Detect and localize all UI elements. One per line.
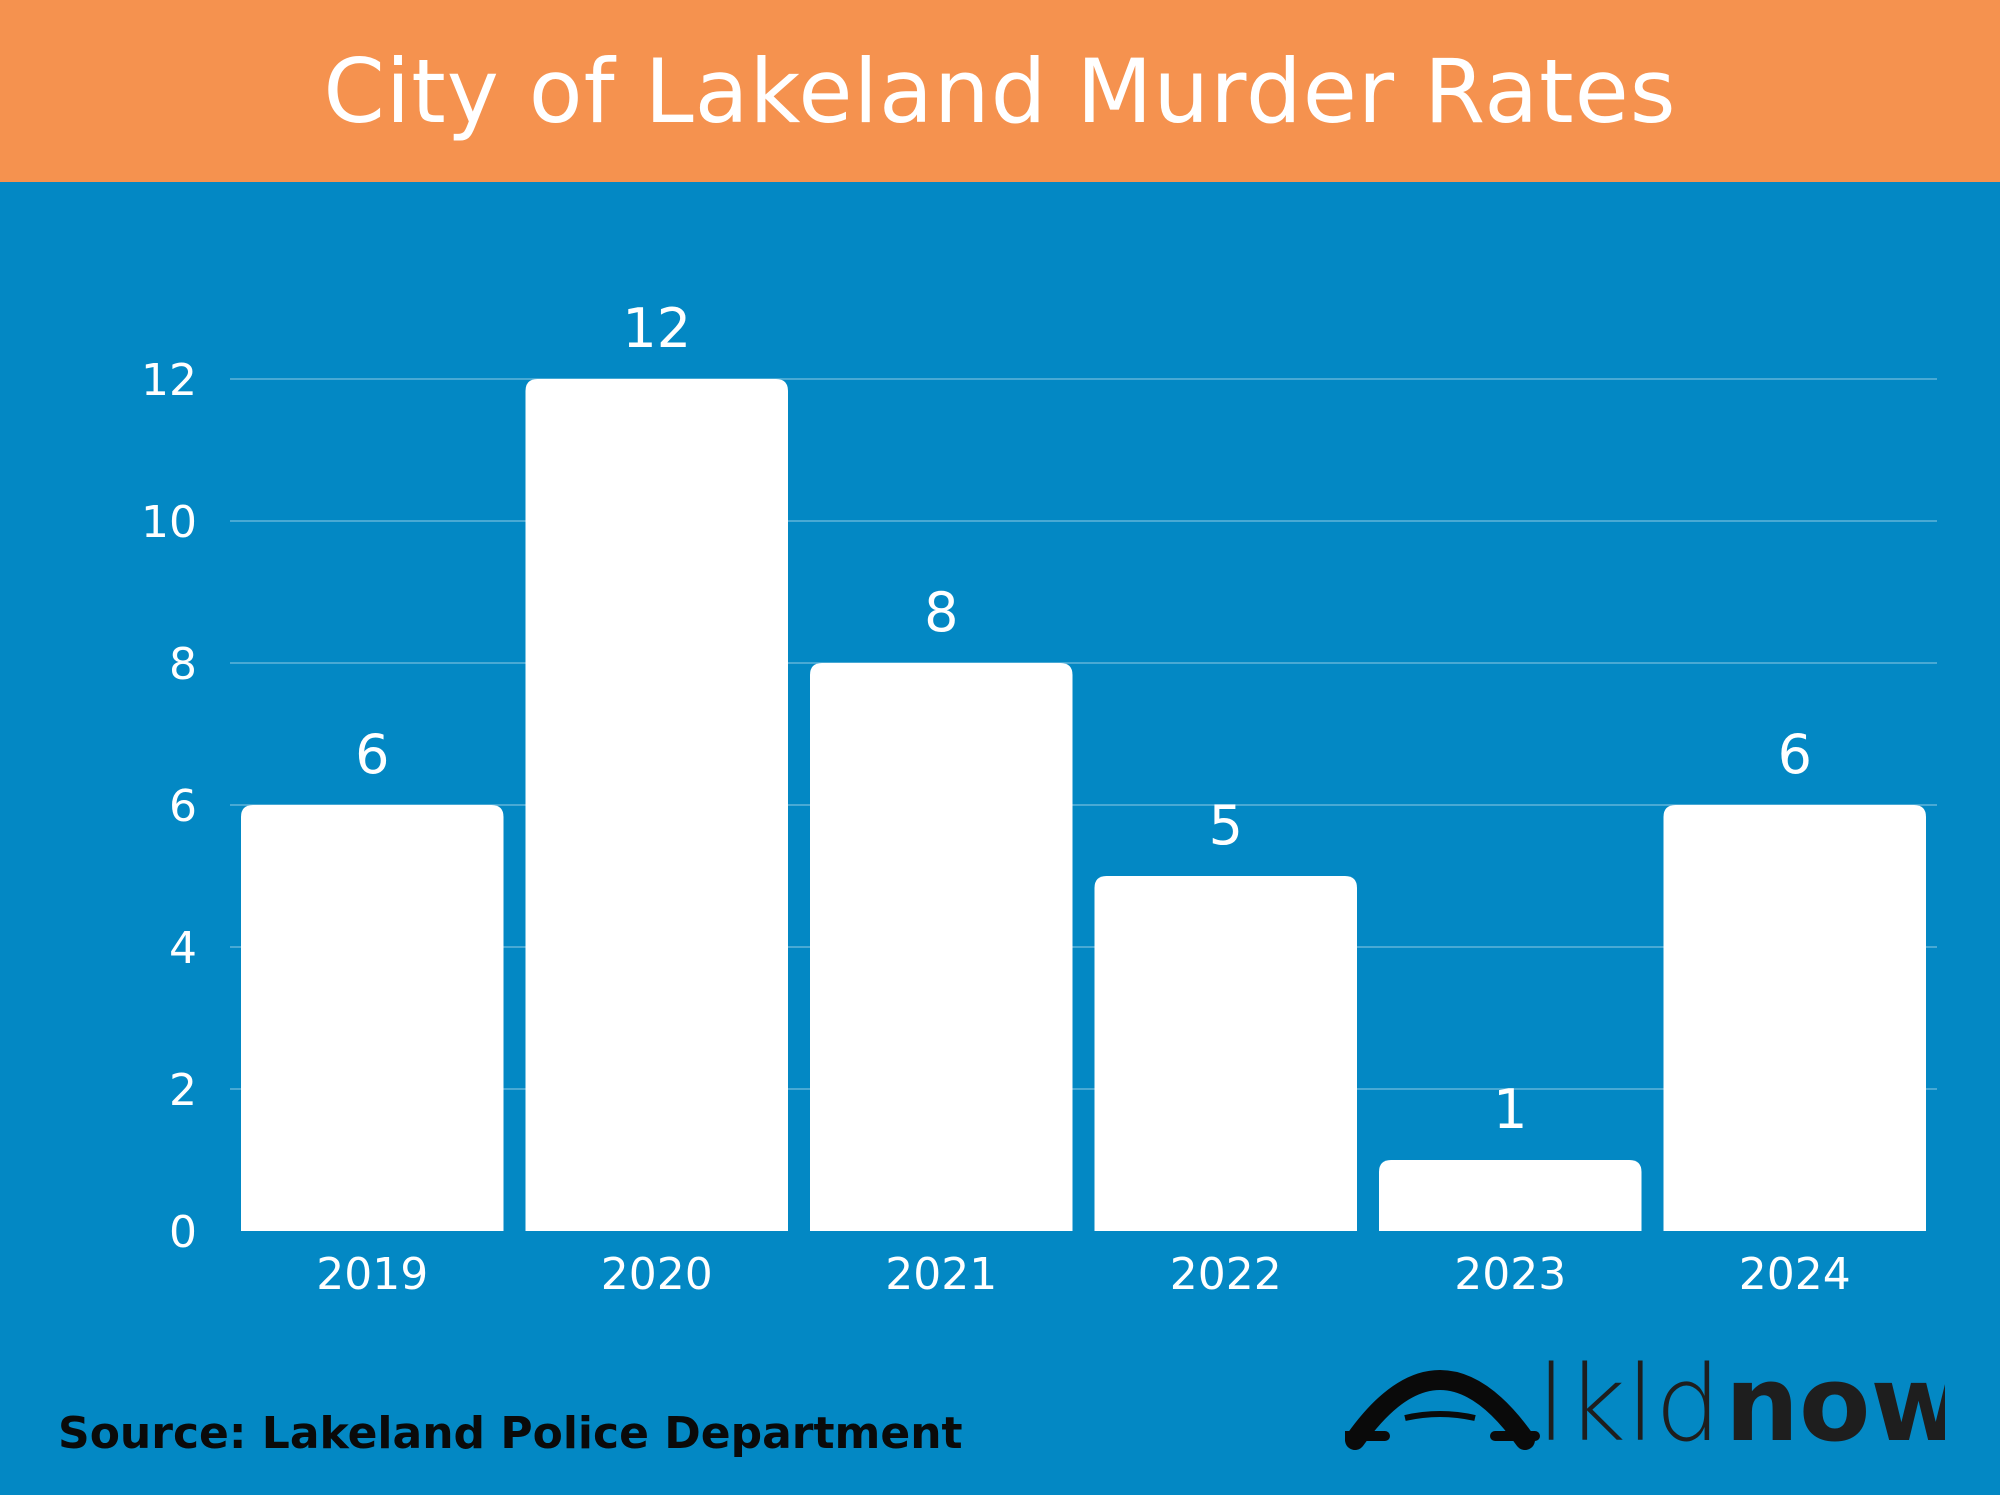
data-label: 12 — [622, 297, 691, 360]
y-tick-label: 10 — [141, 497, 197, 548]
y-tick-label: 4 — [169, 923, 197, 974]
data-label: 6 — [355, 723, 389, 786]
bar — [810, 663, 1073, 1231]
data-label: 6 — [1778, 723, 1812, 786]
bar — [241, 805, 504, 1231]
logo-text-light: lkld — [1537, 1343, 1721, 1465]
data-label: 1 — [1493, 1078, 1527, 1141]
y-tick-label: 12 — [141, 355, 197, 406]
y-tick-label: 2 — [169, 1065, 197, 1116]
y-tick-label: 6 — [169, 781, 197, 832]
lkldnow-logo: lkld now — [1345, 1343, 1945, 1465]
x-tick-label: 2024 — [1739, 1249, 1851, 1300]
x-tick-label: 2020 — [601, 1249, 713, 1300]
bar — [1379, 1160, 1642, 1231]
data-label: 8 — [924, 581, 958, 644]
logo-text-bold: now — [1725, 1343, 1945, 1465]
bar — [1663, 805, 1926, 1231]
bridge-arch-icon — [1345, 1370, 1540, 1450]
x-tick-label: 2022 — [1170, 1249, 1282, 1300]
page-title: City of Lakeland Murder Rates — [323, 39, 1677, 143]
source-caption: Source: Lakeland Police Department — [58, 1408, 963, 1459]
bar-chart: 0 2 4 6 8 10 12 6 2019 12 2020 8 2021 5 2022 1 2023 6 2024 — [0, 182, 2000, 1342]
chart-svg: 0 2 4 6 8 10 12 6 2019 12 2020 8 2021 5 2022 1 2023 6 2024 — [141, 297, 1937, 1300]
y-tick-label: 0 — [169, 1207, 197, 1258]
bar — [525, 379, 788, 1231]
bar — [1094, 876, 1357, 1231]
x-tick-label: 2019 — [316, 1249, 428, 1300]
x-tick-label: 2023 — [1454, 1249, 1566, 1300]
title-banner: City of Lakeland Murder Rates — [0, 0, 2000, 182]
data-label: 5 — [1209, 794, 1243, 857]
y-tick-label: 8 — [169, 639, 197, 690]
x-tick-label: 2021 — [885, 1249, 997, 1300]
